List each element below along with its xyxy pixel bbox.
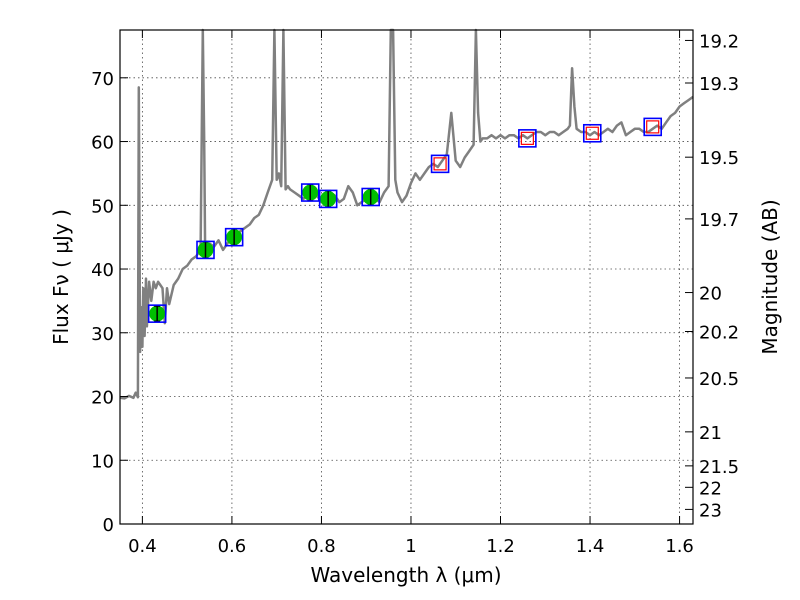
y-tick-label-5: 50 xyxy=(91,196,114,217)
y-tick-labels: 0 10 20 30 40 50 60 70 xyxy=(91,69,114,536)
x-tick-label-5: 1.4 xyxy=(576,536,605,557)
mag-tick-label-5: 20.2 xyxy=(699,322,739,343)
right-axis-label: Magnitude (AB) xyxy=(758,199,782,354)
plot-frame xyxy=(119,29,694,525)
mag-tick-label-9: 22 xyxy=(699,478,722,499)
mag-tick-label-8: 21.5 xyxy=(699,457,739,478)
upper-limit-marker-0 xyxy=(433,157,447,171)
mag-tick-label-3: 19.7 xyxy=(699,210,739,231)
model-box-4 xyxy=(318,189,338,209)
mag-tick-label-10: 23 xyxy=(699,500,722,521)
mag-tick-label-7: 21 xyxy=(699,423,722,444)
mag-tick-label-1: 19.3 xyxy=(699,74,739,95)
model-box-5 xyxy=(361,187,380,207)
x-tick-label-4: 1.2 xyxy=(486,536,515,557)
model-sed-series xyxy=(119,28,694,400)
model-box-2 xyxy=(224,227,244,247)
model-box-6 xyxy=(430,154,450,174)
y-tick-label-0: 0 xyxy=(103,515,114,536)
mag-tick-label-0: 19.2 xyxy=(699,31,739,52)
y-tick-label-1: 10 xyxy=(91,451,114,472)
model-box-7 xyxy=(518,129,537,148)
mag-tick-label-2: 19.5 xyxy=(699,148,739,169)
y-tick-label-3: 30 xyxy=(91,324,114,345)
sed-line xyxy=(119,28,694,400)
x-axis-label: Wavelength λ (μm) xyxy=(310,563,501,587)
y-axis-label: Flux Fν ( μJy ) xyxy=(49,209,73,345)
upper-limit-marker-2 xyxy=(585,126,599,140)
upper-limit-marker-3 xyxy=(646,120,660,134)
mag-tick-label-6: 20.5 xyxy=(699,369,739,390)
model-box-3 xyxy=(300,183,320,202)
y-tick-label-6: 60 xyxy=(91,133,114,154)
model-box-8 xyxy=(582,123,602,143)
x-tick-labels: 0.4 0.6 0.8 1 1.2 1.4 1.6 xyxy=(128,536,694,557)
axis-ticks xyxy=(120,30,693,525)
model-box-9 xyxy=(643,117,663,137)
x-tick-label-3: 1 xyxy=(405,536,416,557)
x-tick-label-2: 0.8 xyxy=(307,536,336,557)
model-box-1 xyxy=(196,240,215,260)
y-tick-label-7: 70 xyxy=(91,69,114,90)
y-tick-label-2: 20 xyxy=(91,388,114,409)
x-tick-label-0: 0.4 xyxy=(128,536,157,557)
photometry-markers xyxy=(147,117,663,323)
upper-limit-marker-1 xyxy=(520,131,534,145)
y-tick-label-4: 40 xyxy=(91,260,114,281)
x-tick-label-1: 0.6 xyxy=(218,536,247,557)
grid-lines xyxy=(120,30,693,524)
x-tick-label-6: 1.6 xyxy=(665,536,694,557)
mag-tick-label-4: 20 xyxy=(699,284,722,305)
model-box-0 xyxy=(147,304,167,323)
